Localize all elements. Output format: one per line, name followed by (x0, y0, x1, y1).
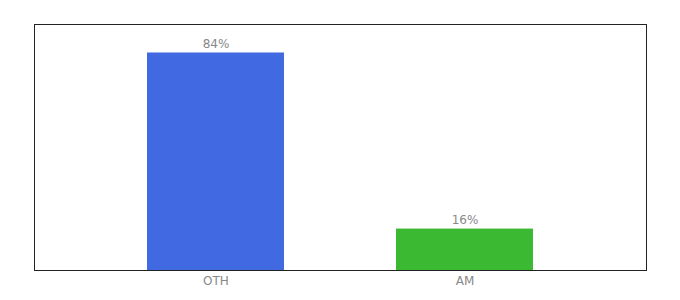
svg-text:OTH: OTH (203, 274, 229, 288)
svg-text:AM: AM (456, 274, 475, 288)
svg-text:16%: 16% (452, 213, 479, 227)
svg-text:84%: 84% (203, 37, 230, 51)
